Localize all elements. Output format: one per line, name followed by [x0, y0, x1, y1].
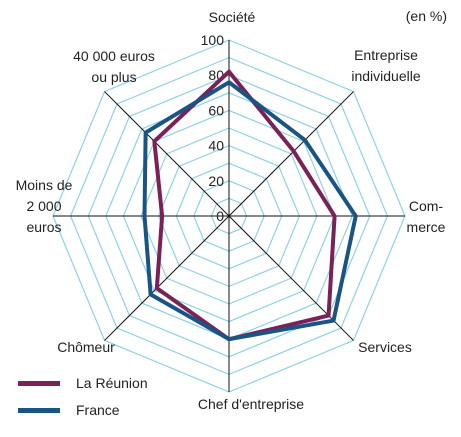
axis-spoke	[228, 91, 354, 217]
legend-label: France	[76, 402, 120, 418]
series-france	[142, 79, 358, 342]
legend-swatch-france	[18, 407, 60, 413]
legend-swatch-la-reunion	[18, 380, 60, 386]
axis-label: 40 000 euros ou plus	[73, 48, 155, 85]
legend-item-france: France	[18, 402, 120, 418]
axis-label: Société	[209, 9, 256, 25]
axis-label: Com-merce	[407, 198, 446, 235]
tick-label: 60	[208, 102, 224, 118]
axis-spoke	[104, 215, 230, 341]
legend-label: La Réunion	[76, 375, 148, 391]
tick-label: 0	[216, 208, 224, 224]
axis-label: Entreprise individuelle	[351, 47, 420, 84]
tick-label: 40	[208, 138, 224, 154]
axis-label: Chômeur	[57, 339, 115, 355]
unit-label: (en %)	[405, 8, 447, 24]
axis-label: Moins de 2 000 euros	[16, 177, 73, 235]
tick-label: 20	[208, 173, 224, 189]
axis-label: Services	[358, 339, 412, 355]
legend-item-la-reunion: La Réunion	[18, 375, 148, 391]
axis-spoke	[104, 91, 230, 217]
tick-label: 100	[201, 32, 225, 48]
axis-label: Chef d'entreprise	[198, 396, 304, 412]
